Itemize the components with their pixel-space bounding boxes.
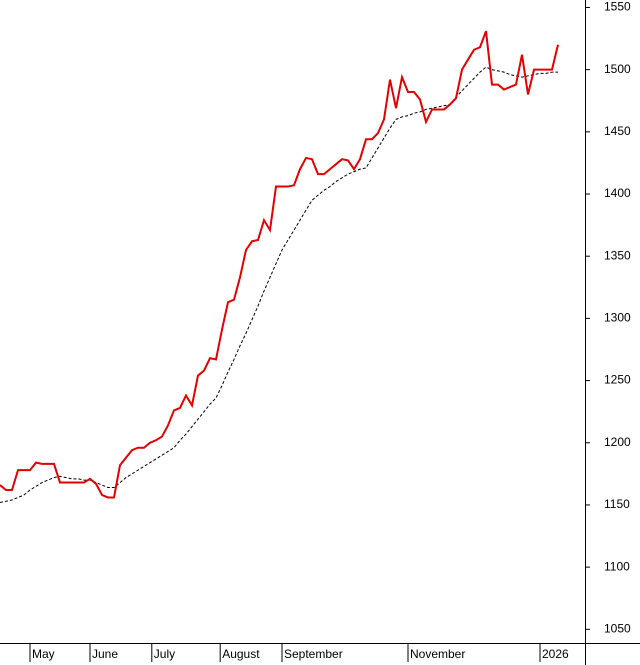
y-tick-label: 1550: [604, 0, 631, 14]
y-tick-label: 1250: [604, 373, 631, 387]
x-tick-label: 2026: [542, 647, 569, 661]
data-line: [0, 30, 559, 499]
y-tick-label: 1200: [604, 435, 631, 449]
x-tick-label: August: [222, 647, 260, 661]
y-tick-label: 1350: [604, 248, 631, 262]
y-tick-label: 1300: [604, 311, 631, 325]
y-tick-label: 1100: [604, 559, 630, 573]
y-tick-label: 1150: [604, 497, 630, 511]
y-tick-label: 1500: [604, 62, 631, 76]
x-tick-label: July: [154, 647, 175, 661]
x-tick-label: May: [32, 647, 55, 661]
x-tick-label: September: [284, 647, 343, 661]
y-tick-label: 1450: [604, 124, 631, 138]
x-tick-label: June: [92, 647, 118, 661]
x-tick-label: November: [410, 647, 465, 661]
y-tick-label: 1400: [604, 186, 631, 200]
y-tick-label: 1050: [604, 621, 631, 635]
